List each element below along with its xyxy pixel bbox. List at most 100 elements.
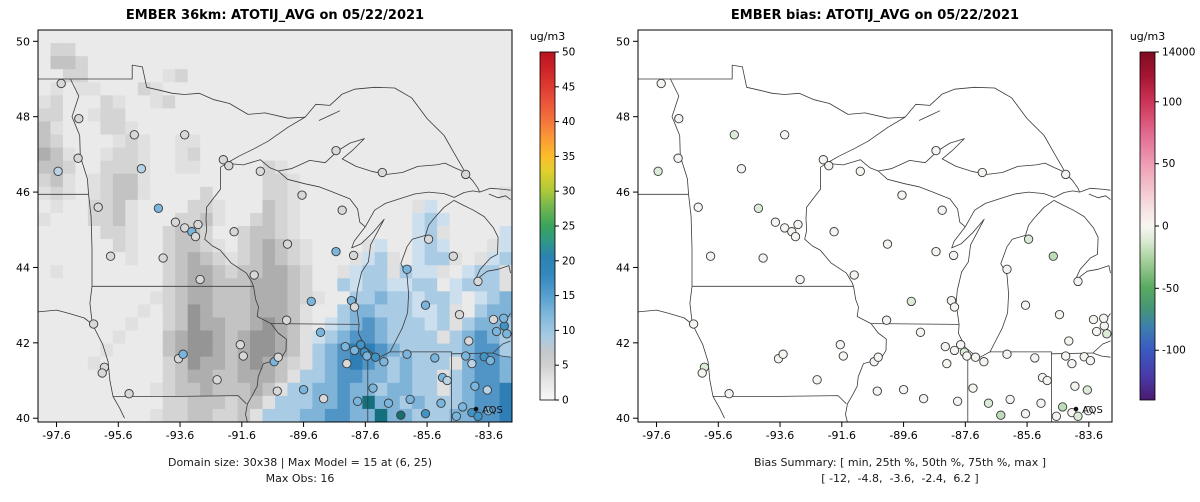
- raster-cell: [487, 30, 501, 44]
- raster-cell: [387, 317, 401, 332]
- x-tick-label: -83.6: [475, 429, 503, 442]
- raster-cell: [362, 82, 376, 96]
- raster-cell: [162, 278, 176, 292]
- raster-cell: [412, 239, 426, 253]
- state-border: [479, 187, 511, 193]
- raster-cell: [437, 69, 451, 83]
- raster-cell: [374, 382, 388, 397]
- raster-cell: [137, 330, 151, 345]
- raster-cell: [150, 82, 164, 96]
- raster-cell: [287, 147, 301, 162]
- raster-cell: [125, 186, 139, 201]
- station-marker: [729, 130, 739, 140]
- y-tick-label: 48: [16, 111, 30, 124]
- station-marker: [1005, 394, 1015, 405]
- station-marker: [758, 253, 768, 263]
- raster-cell: [62, 160, 77, 175]
- raster-cell: [387, 239, 401, 253]
- raster-cell: [462, 226, 476, 240]
- station-marker: [229, 227, 239, 237]
- raster-cell: [200, 239, 214, 253]
- map-layer: [38, 30, 512, 422]
- station-marker: [377, 167, 387, 178]
- station-marker: [931, 246, 941, 257]
- state-border: [112, 396, 125, 419]
- station-marker: [136, 164, 147, 174]
- raster-cell: [75, 343, 89, 358]
- station-marker: [1099, 321, 1109, 331]
- raster-cell: [137, 30, 151, 44]
- raster-cell: [50, 30, 64, 44]
- station-marker: [1070, 381, 1080, 391]
- raster-cell: [275, 108, 289, 123]
- raster-cell: [287, 343, 301, 358]
- raster-cell: [387, 108, 401, 123]
- raster-cell: [337, 330, 351, 345]
- raster-cell: [437, 343, 451, 358]
- state-border: [689, 286, 714, 397]
- raster-cell: [437, 108, 451, 123]
- raster-cell: [399, 278, 413, 292]
- raster-cell: [387, 278, 401, 292]
- raster-cell: [362, 317, 376, 332]
- raster-cell: [299, 82, 314, 96]
- raster-cell: [125, 147, 139, 162]
- raster-cell: [275, 173, 289, 188]
- raster-cell: [62, 304, 77, 319]
- raster-cell: [487, 82, 501, 96]
- y-tick-label: 46: [16, 186, 30, 199]
- raster-cell: [474, 56, 488, 70]
- raster-cell: [112, 95, 126, 109]
- raster-cell: [100, 95, 114, 109]
- raster-cell: [337, 147, 351, 162]
- raster-cell: [362, 226, 376, 240]
- raster-cell: [50, 395, 64, 410]
- raster-cell: [499, 173, 512, 188]
- raster-cell: [387, 69, 401, 83]
- raster-cell: [62, 95, 77, 109]
- raster-cell: [499, 212, 512, 227]
- station-marker: [218, 155, 228, 165]
- raster-cell: [287, 69, 301, 83]
- raster-cell: [112, 173, 126, 188]
- raster-cell: [250, 226, 264, 240]
- raster-cell: [38, 43, 52, 57]
- raster-cell: [412, 330, 426, 345]
- raster-cell: [349, 121, 363, 136]
- raster-cell: [38, 291, 52, 305]
- station-marker: [1002, 264, 1012, 274]
- raster-cell: [337, 226, 351, 240]
- raster-cell: [462, 317, 476, 332]
- raster-cell: [250, 369, 264, 384]
- raster-cell: [225, 69, 239, 83]
- raster-cell: [50, 317, 64, 332]
- raster-cell: [262, 30, 276, 44]
- raster-cell: [362, 173, 376, 188]
- raster-cell: [337, 134, 351, 149]
- raster-cell: [462, 278, 476, 292]
- x-tick-label: -85.6: [1013, 429, 1041, 442]
- raster-cell: [187, 252, 201, 266]
- raster-cell: [212, 69, 226, 83]
- raster-cell: [250, 382, 264, 397]
- raster-cell: [499, 43, 512, 57]
- raster-cell: [387, 252, 401, 266]
- raster-cell: [275, 186, 289, 201]
- station-marker: [436, 398, 446, 408]
- raster-cell: [262, 278, 276, 292]
- raster-cell: [337, 108, 351, 123]
- raster-cell: [362, 304, 376, 319]
- raster-cell: [499, 69, 512, 83]
- raster-cell: [62, 265, 77, 279]
- raster-cell: [200, 56, 214, 70]
- raster-cell: [374, 226, 388, 240]
- colorbar: [1139, 51, 1156, 401]
- raster-cell: [374, 134, 388, 149]
- raster-cell: [137, 291, 151, 305]
- raster-cell: [424, 82, 438, 96]
- x-tick-label: -91.6: [228, 429, 256, 442]
- raster-cell: [312, 304, 326, 319]
- raster-cell: [474, 134, 488, 149]
- station-marker: [1023, 234, 1034, 244]
- raster-cell: [250, 291, 264, 305]
